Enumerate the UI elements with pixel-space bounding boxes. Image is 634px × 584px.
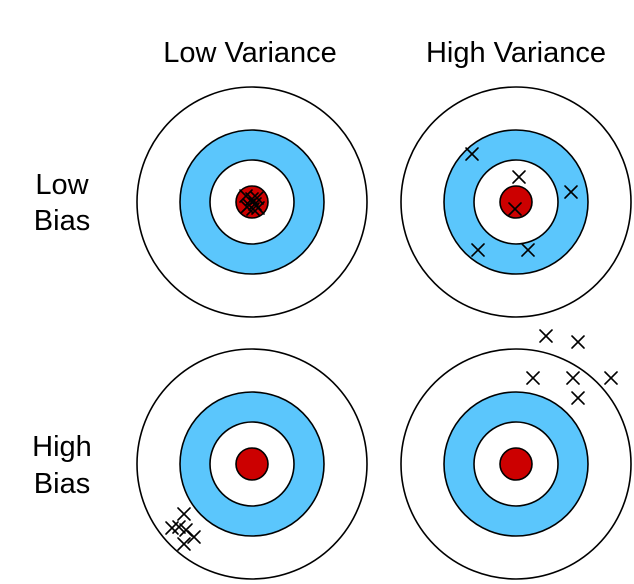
marker-x <box>521 243 535 257</box>
marker-x <box>187 530 201 544</box>
marker-x <box>465 147 479 161</box>
row-label-low-bias: Low Bias <box>34 169 90 237</box>
target-high-bias-low-variance <box>136 348 368 580</box>
marker-x <box>526 371 540 385</box>
target-low-bias-high-variance <box>400 86 632 318</box>
marker-x <box>251 201 265 215</box>
row-label-low-bias-line1: Low <box>35 169 89 201</box>
bullseye <box>499 185 533 219</box>
target-high-bias-high-variance <box>400 329 632 580</box>
bullseye <box>499 447 533 481</box>
marker-x <box>508 202 522 216</box>
marker-x <box>177 537 191 551</box>
row-label-low-bias-line2: Bias <box>34 205 90 237</box>
marker-x <box>571 391 585 405</box>
bullseye <box>235 447 269 481</box>
marker-x <box>165 521 179 535</box>
column-label-high-variance: High Variance <box>426 37 606 69</box>
marker-x <box>177 507 191 521</box>
target-low-bias-low-variance <box>136 86 368 318</box>
marker-x <box>564 185 578 199</box>
row-label-high-bias-line1: High <box>32 431 92 463</box>
column-label-low-variance: Low Variance <box>163 37 337 69</box>
marker-x <box>604 371 618 385</box>
marker-x <box>471 243 485 257</box>
row-label-high-bias-line2: Bias <box>34 468 90 500</box>
row-label-high-bias: High Bias <box>32 431 92 500</box>
marker-x <box>512 170 526 184</box>
marker-x <box>246 202 260 216</box>
marker-x <box>566 371 580 385</box>
marker-x <box>571 335 585 349</box>
marker-x <box>539 329 553 343</box>
